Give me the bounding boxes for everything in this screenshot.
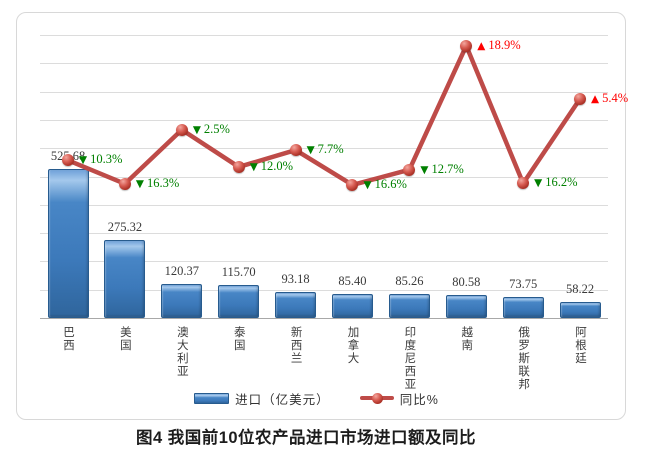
gridline [39, 176, 609, 178]
category-label: 新西兰 [289, 326, 302, 365]
yoy-marker [62, 154, 75, 167]
category-label: 阿根廷 [574, 326, 587, 365]
yoy-marker [403, 163, 416, 176]
yoy-label: ▼ 16.2% [534, 174, 577, 191]
gridline [39, 289, 609, 291]
gridline [39, 63, 609, 65]
import-bar [331, 293, 373, 318]
yoy-value: 16.6% [374, 176, 407, 191]
down-triangle-icon: ▼ [192, 123, 201, 136]
legend-label-yoy: 同比% [399, 392, 439, 407]
bar-value-label: 93.18 [281, 271, 310, 286]
yoy-marker [289, 144, 302, 157]
gridline [39, 204, 609, 206]
bar-value-label: 58.22 [565, 281, 595, 296]
import-bar [502, 297, 544, 318]
yoy-label: ▼ 12.7% [420, 161, 463, 178]
yoy-marker [574, 92, 587, 105]
x-axis-line [39, 318, 609, 319]
down-triangle-icon: ▼ [363, 178, 372, 191]
bar-value-label: 80.58 [452, 275, 481, 290]
yoy-label: ▼ 7.7% [307, 141, 344, 158]
figure-caption: 图4 我国前10位农产品进口市场进口额及同比 [135, 429, 477, 447]
legend-item-yoy: 同比% [359, 389, 439, 408]
import-bar [104, 240, 146, 318]
legend-label-import: 进口（亿美元） [235, 392, 330, 407]
down-triangle-icon: ▼ [79, 154, 88, 167]
category-label: 美国 [118, 326, 131, 352]
yoy-label: ▼ 16.3% [136, 175, 179, 192]
up-triangle-icon: ▲ [477, 39, 486, 52]
import-bar [445, 295, 487, 318]
bar-value-label: 115.70 [221, 265, 256, 280]
yoy-value: 5.4% [602, 90, 629, 105]
gridline [39, 148, 609, 150]
yoy-marker [460, 39, 473, 52]
gridline [39, 261, 609, 263]
yoy-label: ▼ 2.5% [193, 121, 230, 138]
up-triangle-icon: ▲ [591, 92, 600, 105]
down-triangle-icon: ▼ [249, 160, 258, 173]
yoy-label: ▼ 10.3% [79, 151, 122, 168]
import-bar [275, 291, 317, 318]
bar-swatch-icon [194, 392, 230, 404]
yoy-label: ▲ 5.4% [591, 90, 628, 107]
bar-value-label: 85.40 [338, 273, 367, 288]
category-label: 巴西 [62, 326, 75, 352]
down-triangle-icon: ▼ [306, 144, 315, 157]
category-label: 俄罗斯联邦 [517, 326, 530, 391]
yoy-value: 12.0% [260, 158, 294, 173]
yoy-value: 12.7% [431, 161, 464, 176]
down-triangle-icon: ▼ [534, 177, 543, 190]
gridline [39, 119, 609, 121]
bar-value-label: 275.32 [107, 220, 143, 235]
import-bar [161, 283, 203, 318]
gridline [39, 91, 609, 93]
yoy-value: 16.2% [545, 175, 578, 190]
yoy-value: 16.3% [147, 175, 180, 190]
line-swatch-icon [359, 392, 394, 404]
import-bar [47, 169, 89, 318]
bar-value-label: 120.37 [164, 263, 199, 278]
legend-item-import: 进口（亿美元） [194, 389, 330, 408]
yoy-value: 7.7% [317, 142, 344, 157]
yoy-marker [118, 177, 131, 190]
yoy-label: ▲ 18.9% [477, 37, 520, 54]
legend: 进口（亿美元） 同比% [0, 389, 633, 408]
yoy-value: 18.9% [488, 37, 521, 52]
gridline [39, 35, 609, 36]
category-label: 加拿大 [346, 326, 359, 365]
down-triangle-icon: ▼ [135, 177, 144, 190]
yoy-value: 10.3% [90, 152, 123, 167]
yoy-marker [346, 178, 359, 191]
chart-area [16, 12, 626, 420]
category-label: 泰国 [232, 326, 245, 352]
yoy-label: ▼ 16.6% [363, 176, 406, 193]
category-label: 越南 [460, 326, 473, 352]
bar-value-label: 85.26 [395, 273, 424, 288]
yoy-marker [517, 177, 530, 190]
bar-value-label: 73.75 [509, 277, 538, 292]
category-label: 澳大利亚 [175, 326, 188, 378]
yoy-marker [175, 123, 188, 136]
import-bar [218, 285, 260, 318]
yoy-marker [232, 160, 245, 173]
yoy-value: 2.5% [203, 121, 230, 136]
gridline [39, 233, 609, 235]
down-triangle-icon: ▼ [420, 163, 429, 176]
import-bar [388, 293, 430, 318]
yoy-label: ▼ 12.0% [250, 158, 293, 175]
category-label: 印度尼西亚 [403, 326, 416, 391]
import-bar [559, 301, 601, 318]
